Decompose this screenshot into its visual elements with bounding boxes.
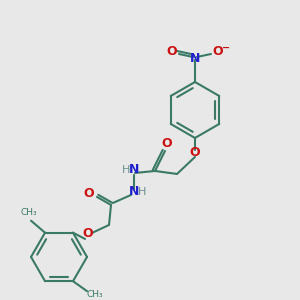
Text: O: O bbox=[84, 188, 94, 200]
Text: N: N bbox=[190, 52, 200, 65]
Text: H: H bbox=[122, 165, 130, 175]
Text: N: N bbox=[129, 185, 139, 199]
Text: −: − bbox=[222, 43, 230, 53]
Text: O: O bbox=[167, 46, 177, 59]
Text: O: O bbox=[213, 46, 223, 59]
Text: O: O bbox=[83, 227, 93, 240]
Text: N: N bbox=[129, 164, 139, 176]
Text: O: O bbox=[190, 146, 200, 160]
Text: CH₃: CH₃ bbox=[87, 290, 103, 299]
Text: CH₃: CH₃ bbox=[21, 208, 37, 217]
Text: O: O bbox=[162, 137, 172, 151]
Text: H: H bbox=[138, 187, 146, 197]
